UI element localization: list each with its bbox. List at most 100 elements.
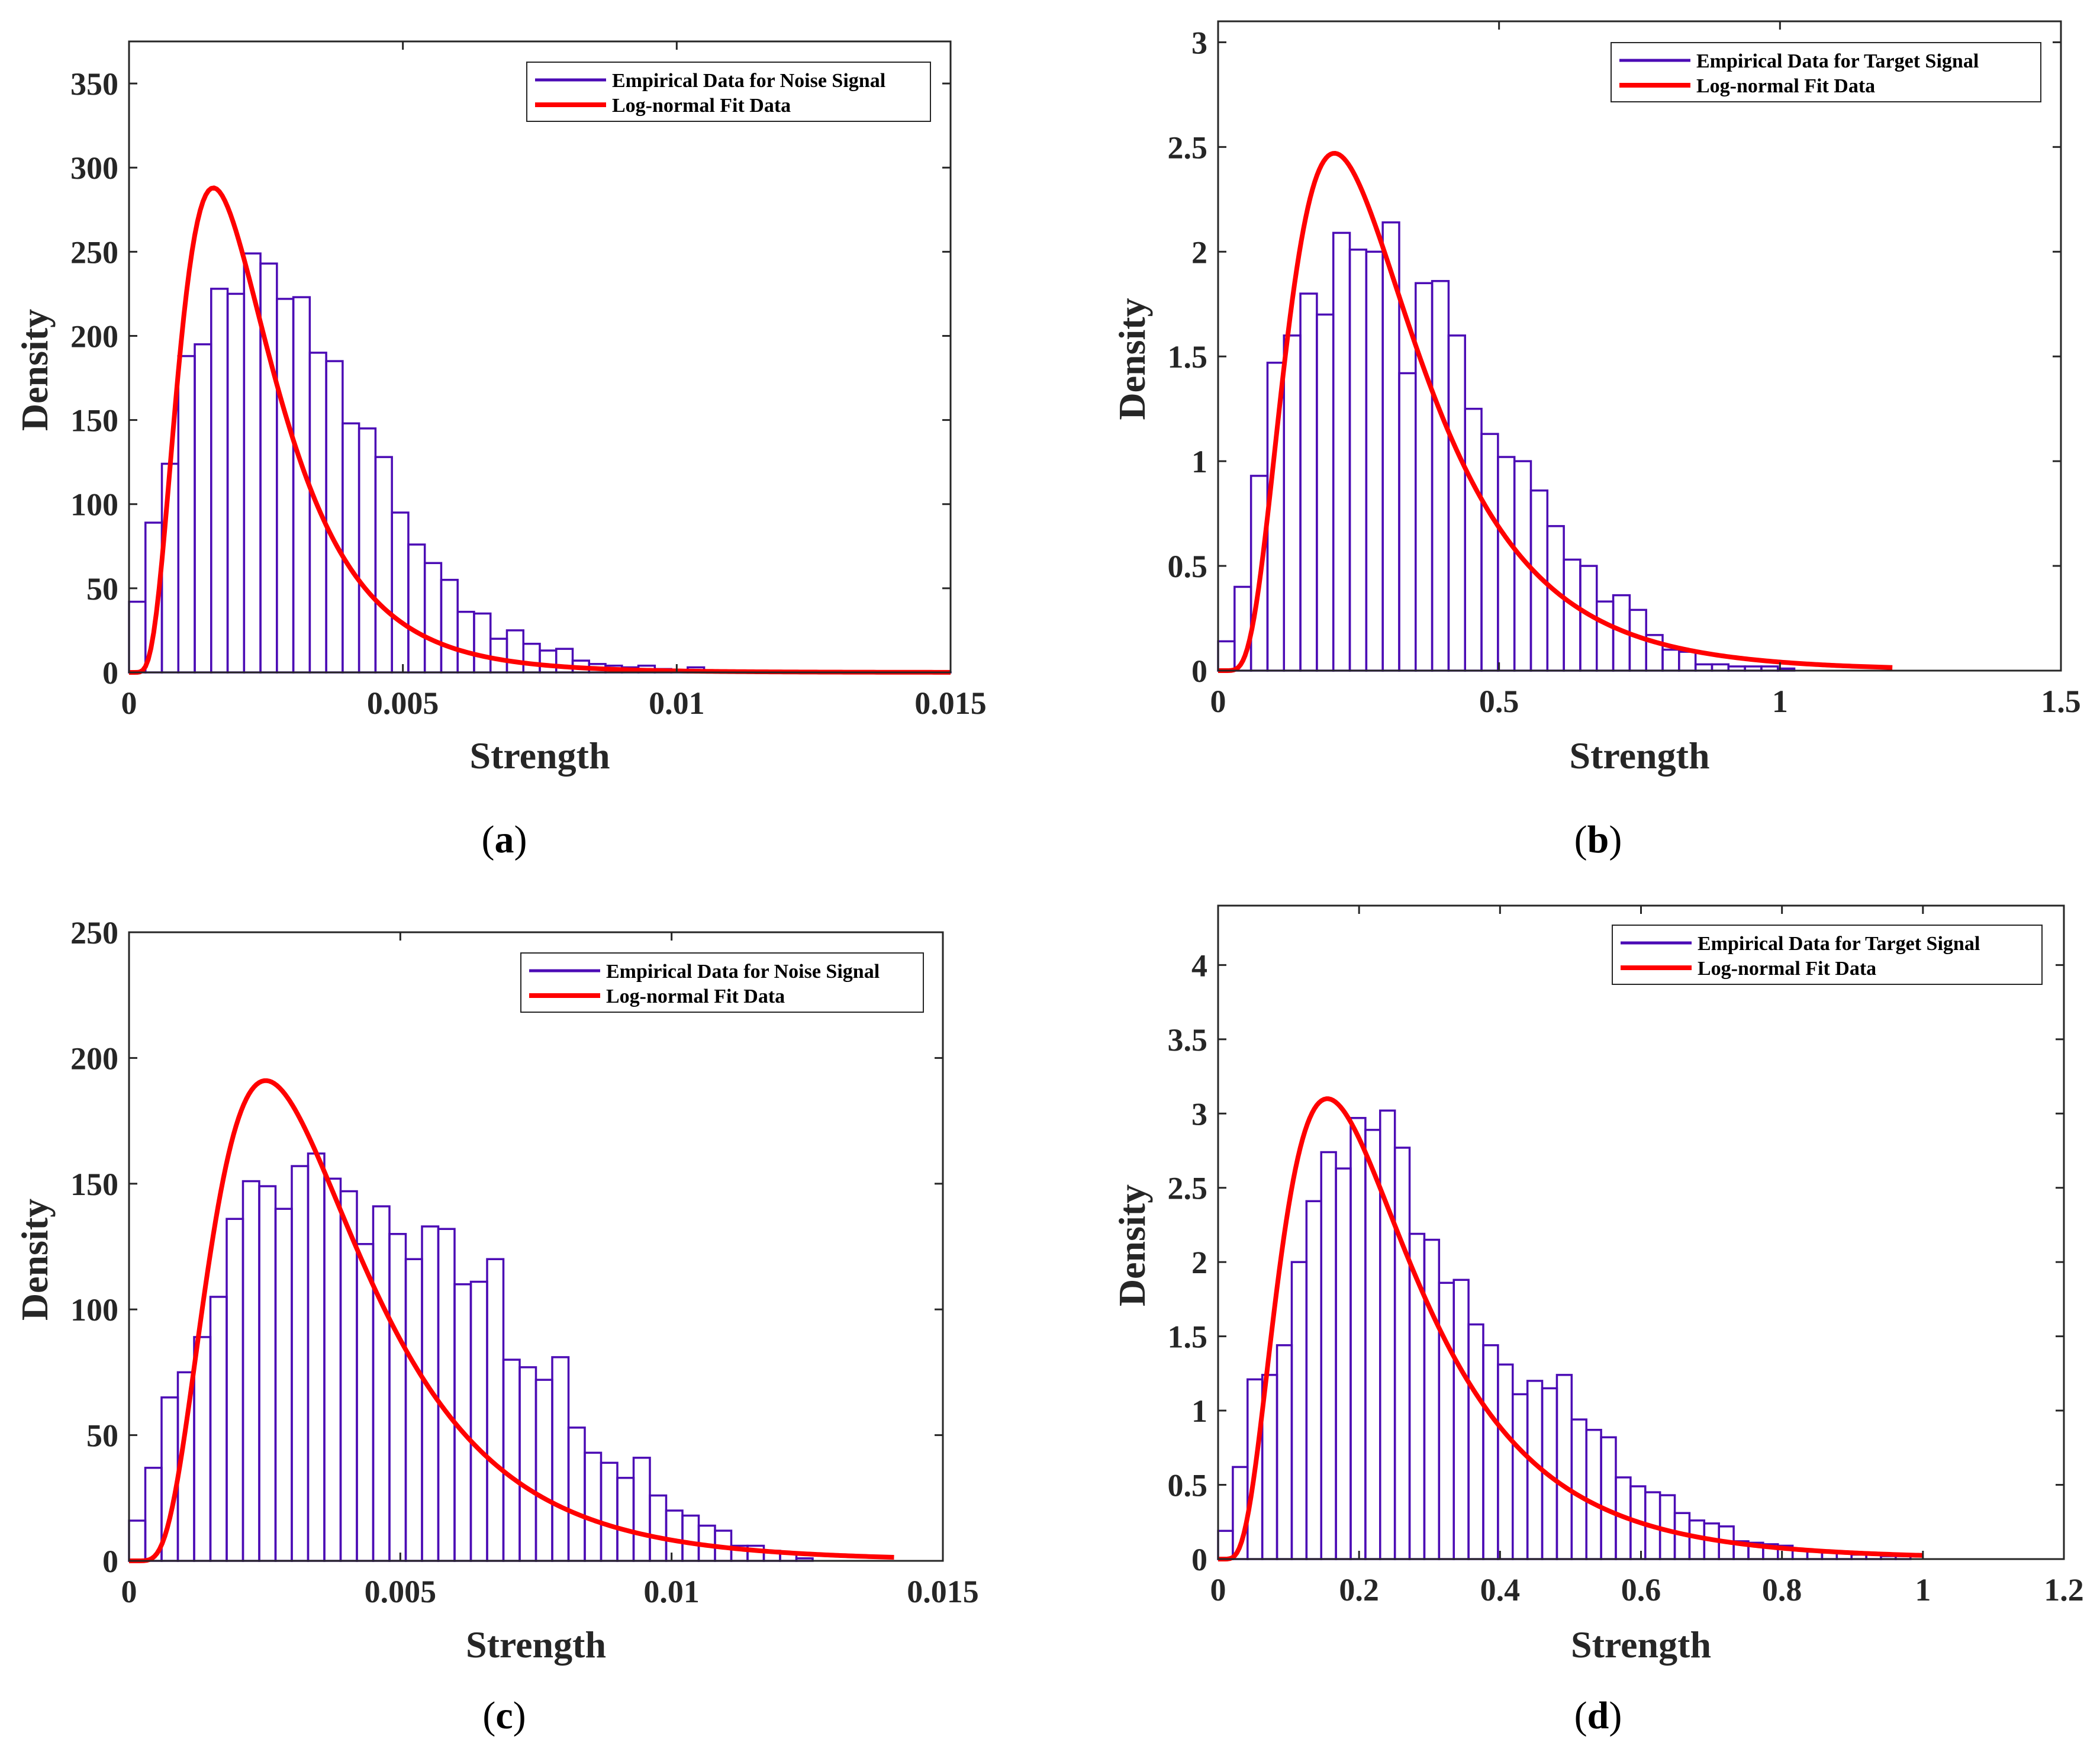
panel-d: 0 0.2 0.4 0.6 0.8 1 1.2 0 0.5 1 1.5 2 2.5 3 3.5 4 Stren… (1111, 904, 2084, 1737)
histogram-bar (1393, 1147, 1411, 1560)
histogram-bar (1497, 456, 1516, 672)
histogram-bar (649, 1494, 668, 1562)
panel-caption: (a) (482, 818, 527, 861)
x-tick-label: 0.005 (365, 1574, 437, 1609)
y-tick-label: 2.5 (1168, 130, 1208, 165)
histogram-bar (1335, 1167, 1352, 1560)
x-tick-label: 0.5 (1479, 684, 1519, 719)
panel-a: 0 0.005 0.01 0.015 0 50 100 150 200 250 300 350 Str… (14, 40, 987, 861)
histogram-bar (357, 427, 377, 674)
x-tick-label: 0.015 (907, 1574, 979, 1609)
lognormal-fit-curve (1218, 150, 1893, 673)
histogram-bar (194, 343, 212, 674)
histogram-bar (1349, 1117, 1367, 1560)
x-tick-label: 0.015 (914, 685, 987, 721)
histogram-bars (128, 252, 952, 674)
histogram-bar (486, 1258, 505, 1562)
histogram-bar (1596, 600, 1615, 672)
histogram-bar (518, 1366, 537, 1562)
x-tick-label: 1 (1772, 684, 1788, 719)
x-tick-label: 0 (1210, 684, 1226, 719)
histogram-bar (160, 462, 180, 674)
y-tick-label: 1 (1191, 444, 1207, 479)
legend-label-empirical: Empirical Data for Target Signal (1696, 50, 1979, 72)
histogram-bar (274, 1207, 293, 1562)
x-axis-label: Strength (469, 735, 610, 777)
histogram-bar (456, 610, 475, 674)
plot-frame (1217, 20, 2062, 672)
histogram-bar (1512, 1393, 1529, 1560)
legend-label-empirical: Empirical Data for Target Signal (1698, 933, 1980, 955)
x-tick-label: 1 (1915, 1572, 1931, 1608)
legend-label-fit: Log-normal Fit Data (1698, 958, 1876, 980)
histogram-bar (539, 649, 558, 674)
y-tick-label: 3 (1191, 1096, 1207, 1132)
histogram-bar (407, 543, 426, 674)
histogram-bar (1332, 231, 1351, 672)
y-tick-label: 0 (102, 655, 118, 691)
histogram-bars (128, 1152, 814, 1562)
histogram-bar (1276, 1344, 1293, 1560)
histogram-bar (1694, 663, 1714, 672)
panel-caption: (b) (1574, 818, 1622, 861)
panel-caption-letter: d (1587, 1694, 1609, 1737)
histogram-bar (681, 1514, 700, 1562)
histogram-bar (1661, 648, 1680, 672)
histogram-bar (534, 1379, 553, 1562)
x-tick-label: 1.5 (2041, 684, 2081, 719)
axis-ticks: 0 0.005 0.01 0.015 0 50 100 150 200 250 300 350 (70, 41, 987, 721)
histogram-bar (1217, 640, 1236, 672)
plot-frame (1217, 904, 2065, 1560)
histogram-bar (241, 1180, 260, 1562)
y-tick-label: 300 (70, 150, 118, 186)
x-tick-label: 0.2 (1339, 1572, 1379, 1608)
y-tick-label: 3 (1191, 25, 1207, 60)
histogram-bar (1452, 1279, 1470, 1560)
histogram-bar (1480, 433, 1499, 672)
histogram-bar (1320, 1151, 1337, 1560)
legend-label-fit: Log-normal Fit Data (1696, 75, 1875, 97)
legend: Empirical Data for Target Signal Log-nor… (1611, 42, 2041, 102)
legend-label-fit: Log-normal Fit Data (606, 986, 785, 1007)
histogram-bars (1217, 1109, 1912, 1560)
histogram-bar (1398, 372, 1417, 672)
histogram-bar (1299, 292, 1318, 672)
histogram-bar (1497, 1363, 1514, 1560)
histogram-bar (1563, 558, 1582, 672)
y-tick-label: 2 (1191, 1245, 1207, 1280)
histogram-bar (177, 355, 196, 674)
y-tick-label: 0.5 (1168, 549, 1208, 584)
lognormal-fit-curve (1218, 1096, 1923, 1561)
histogram-bar (356, 1243, 375, 1562)
histogram-bar (1678, 651, 1697, 672)
legend-box (520, 952, 924, 1013)
y-tick-label: 150 (70, 1167, 118, 1202)
y-tick-label: 100 (70, 487, 118, 523)
x-tick-label: 0.01 (649, 685, 705, 721)
histogram-bar (505, 629, 524, 674)
y-tick-label: 0.5 (1168, 1468, 1208, 1503)
y-tick-label: 2 (1191, 234, 1207, 270)
histogram-bar (1316, 313, 1335, 672)
axis-ticks: 0 0.2 0.4 0.6 0.8 1 1.2 0 0.5 1 1.5 2 2.5 3 3.5 4 (1168, 906, 2084, 1608)
legend-box (1612, 925, 2043, 985)
histogram-bar (423, 562, 443, 674)
histogram-bar (473, 612, 492, 674)
histogram-bar (1464, 407, 1483, 672)
y-tick-label: 2.5 (1168, 1171, 1208, 1206)
histogram-bar (226, 292, 246, 674)
legend: Empirical Data for Noise Signal Log-norm… (526, 62, 931, 122)
legend-label-fit: Log-normal Fit Data (612, 95, 791, 117)
histogram-bar (128, 1519, 147, 1562)
histogram-bar (469, 1280, 488, 1562)
legend-box (526, 62, 931, 122)
histogram-bar (1570, 1418, 1587, 1560)
x-axis-label: Strength (1569, 735, 1709, 777)
axis-ticks: 0 0.5 1 1.5 0 0.5 1 1.5 2 2.5 3 (1168, 21, 2081, 719)
y-tick-label: 0 (1191, 1542, 1207, 1577)
histogram-bar (128, 600, 147, 674)
histogram-bar (1585, 1428, 1602, 1560)
lognormal-fit-curve (129, 1078, 894, 1563)
histogram-bar (210, 288, 229, 674)
histogram-bar (258, 1185, 277, 1562)
